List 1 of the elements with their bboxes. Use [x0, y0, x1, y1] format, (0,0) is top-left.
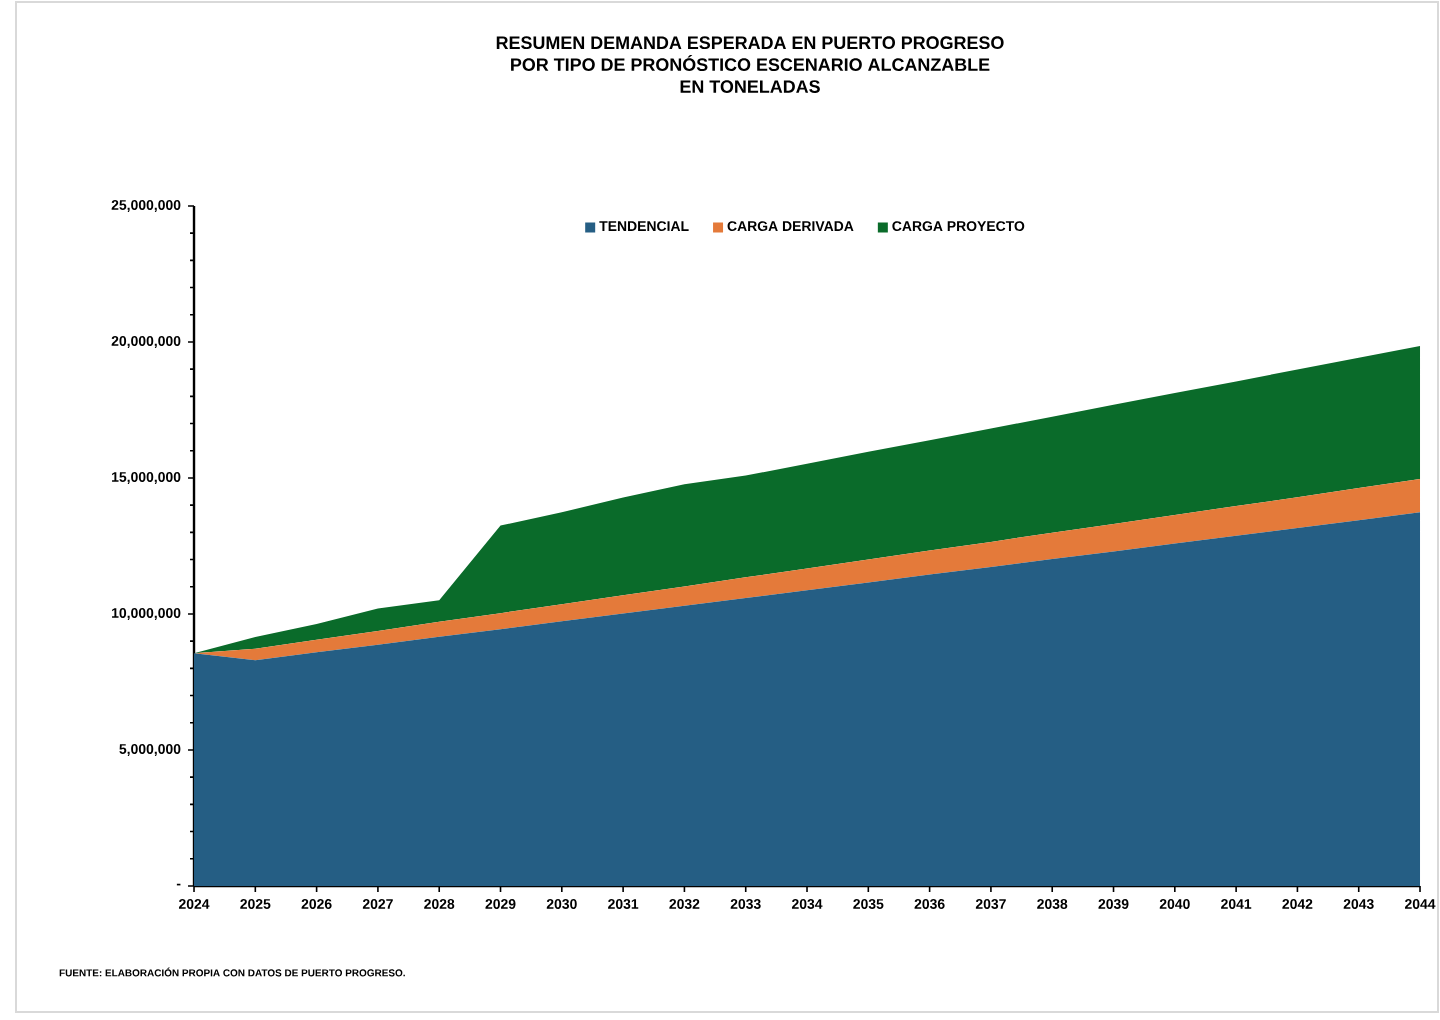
- chart-title: RESUMEN DEMANDA ESPERADA EN PUERTO PROGRESO POR TIPO DE PRONÓSTICO ESCENARIO ALCANZABLE EN TONELADAS: [496, 36, 1004, 93]
